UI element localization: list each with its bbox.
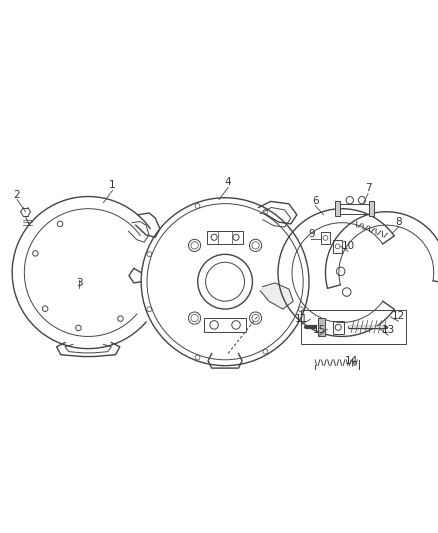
- Bar: [369, 201, 374, 216]
- Text: 10: 10: [341, 241, 354, 251]
- Text: 14: 14: [345, 356, 358, 366]
- Bar: [318, 318, 325, 336]
- Text: 12: 12: [392, 311, 405, 321]
- Text: 7: 7: [365, 183, 371, 193]
- Bar: [335, 201, 340, 216]
- Bar: [339, 204, 373, 214]
- Ellipse shape: [86, 288, 97, 294]
- Text: 9: 9: [308, 229, 315, 239]
- Text: 8: 8: [395, 217, 402, 227]
- Bar: [207, 231, 244, 244]
- Text: 4: 4: [225, 177, 231, 188]
- Text: 11: 11: [294, 314, 308, 324]
- Text: 13: 13: [381, 325, 395, 335]
- Bar: [321, 232, 330, 244]
- Bar: [333, 240, 343, 253]
- Bar: [333, 321, 344, 334]
- Text: 6: 6: [312, 196, 318, 206]
- Bar: [204, 318, 246, 332]
- Text: 2: 2: [14, 190, 20, 199]
- Text: 1: 1: [109, 181, 116, 190]
- Bar: [301, 310, 406, 344]
- Polygon shape: [260, 283, 293, 309]
- Text: 15: 15: [313, 325, 326, 335]
- Text: 3: 3: [76, 278, 82, 288]
